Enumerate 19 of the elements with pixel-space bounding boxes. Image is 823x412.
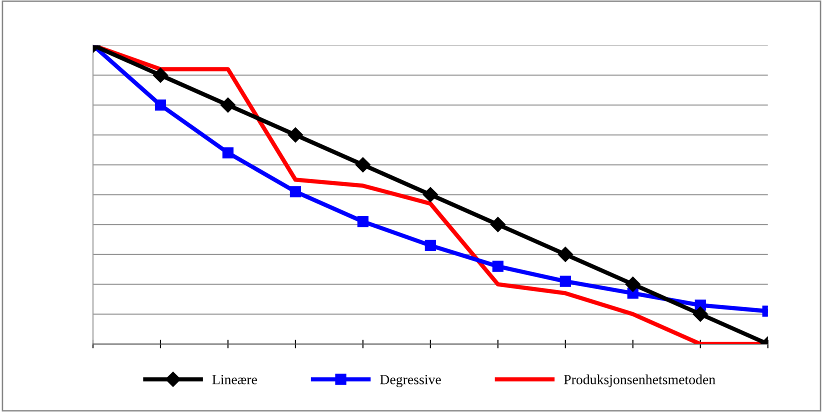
point	[422, 187, 438, 202]
point	[560, 276, 571, 287]
point	[290, 186, 302, 198]
point	[492, 260, 504, 272]
legend-label: Degressive	[380, 374, 441, 388]
point	[220, 97, 236, 113]
point	[424, 240, 436, 252]
point	[355, 157, 371, 172]
point	[288, 127, 304, 142]
legend-label: Produksjonsenhetsmetoden	[564, 374, 716, 388]
point	[222, 147, 234, 158]
point	[154, 100, 166, 111]
point	[357, 216, 368, 228]
point	[490, 216, 506, 232]
point	[152, 68, 168, 83]
legend-label: Lineære	[212, 374, 257, 384]
point	[558, 246, 573, 262]
point	[625, 276, 640, 292]
point	[692, 306, 708, 322]
